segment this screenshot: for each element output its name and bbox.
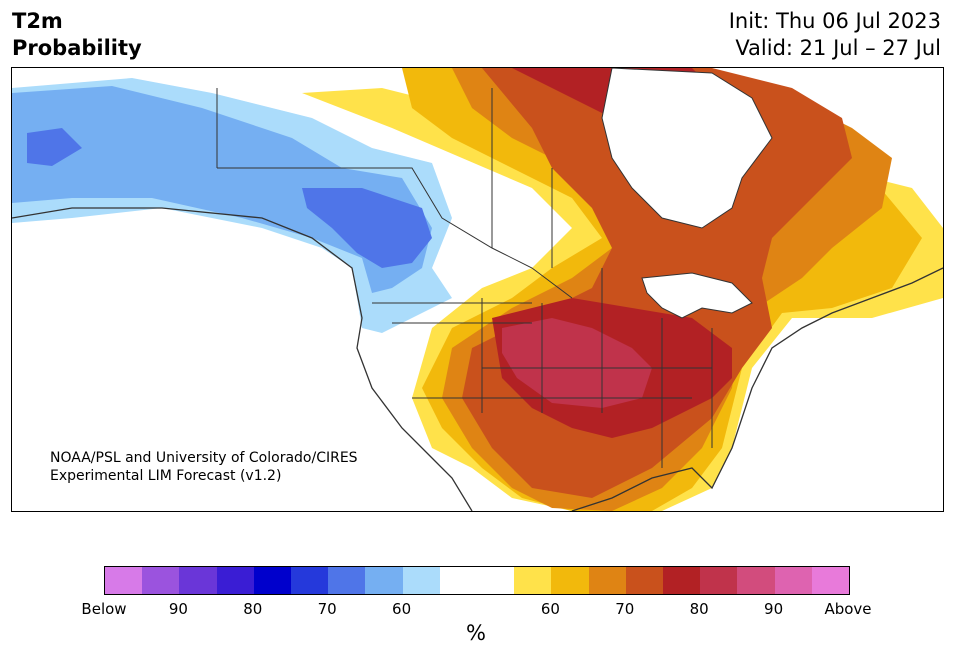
colorbar-tick-label: 80	[243, 600, 263, 618]
colorbar-tick-label: Above	[824, 600, 872, 618]
colorbar-segment	[514, 567, 552, 594]
probability-map: NOAA/PSL and University of Colorado/CIRE…	[11, 67, 944, 512]
coastline	[12, 207, 943, 511]
map-title: T2m Probability	[12, 8, 142, 62]
colorbar-tick-label: 60	[392, 600, 412, 618]
colorbar-segment	[216, 567, 254, 594]
colorbar-segment	[439, 567, 478, 594]
colorbar-segment	[700, 567, 738, 594]
below-blue-region	[27, 128, 432, 268]
credit-line-1: NOAA/PSL and University of Colorado/CIRE…	[50, 450, 358, 466]
colorbar-tick-label: 70	[317, 600, 337, 618]
colorbar-tick-label: 90	[168, 600, 188, 618]
valid-range: Valid: 21 Jul – 27 Jul	[735, 36, 941, 60]
colorbar-segment	[625, 567, 664, 594]
variable-label: T2m	[12, 9, 63, 33]
hudson-bay	[601, 68, 773, 229]
colorbar-tick-label: 70	[615, 600, 635, 618]
credit-line-2: Experimental LIM Forecast (v1.2)	[50, 468, 282, 484]
forecast-dates: Init: Thu 06 Jul 2023 Valid: 21 Jul – 27…	[729, 8, 941, 62]
product-label: Probability	[12, 36, 142, 60]
colorbar-segment	[253, 567, 292, 594]
colorbar-tick-label: 80	[689, 600, 709, 618]
colorbar-segment	[811, 567, 850, 594]
colorbar-segment	[179, 567, 217, 594]
colorbar-segment	[291, 567, 329, 594]
colorbar-tick-label: 90	[764, 600, 784, 618]
below-mid-region	[12, 86, 432, 293]
colorbar-segment	[365, 567, 403, 594]
colorbar-tick-label: 60	[540, 600, 560, 618]
colorbar	[104, 566, 850, 595]
colorbar-segment	[105, 567, 143, 594]
great-lakes	[641, 272, 753, 319]
colorbar-segment	[737, 567, 775, 594]
above-rose-region	[502, 318, 652, 408]
colorbar-segment	[588, 567, 626, 594]
colorbar-segment	[477, 567, 515, 594]
political-borders	[216, 88, 713, 468]
colorbar-tick-label: Below	[81, 600, 127, 618]
map-canvas: NOAA/PSL and University of Colorado/CIRE…	[12, 68, 943, 511]
colorbar-segment	[551, 567, 589, 594]
colorbar-segment	[774, 567, 812, 594]
init-date: Init: Thu 06 Jul 2023	[728, 9, 941, 33]
colorbar-unit: %	[466, 621, 486, 645]
colorbar-segment	[328, 567, 366, 594]
colorbar-segment	[402, 567, 440, 594]
colorbar-segment	[142, 567, 180, 594]
credit-text: NOAA/PSL and University of Colorado/CIRE…	[50, 449, 358, 485]
colorbar-segment	[663, 567, 701, 594]
